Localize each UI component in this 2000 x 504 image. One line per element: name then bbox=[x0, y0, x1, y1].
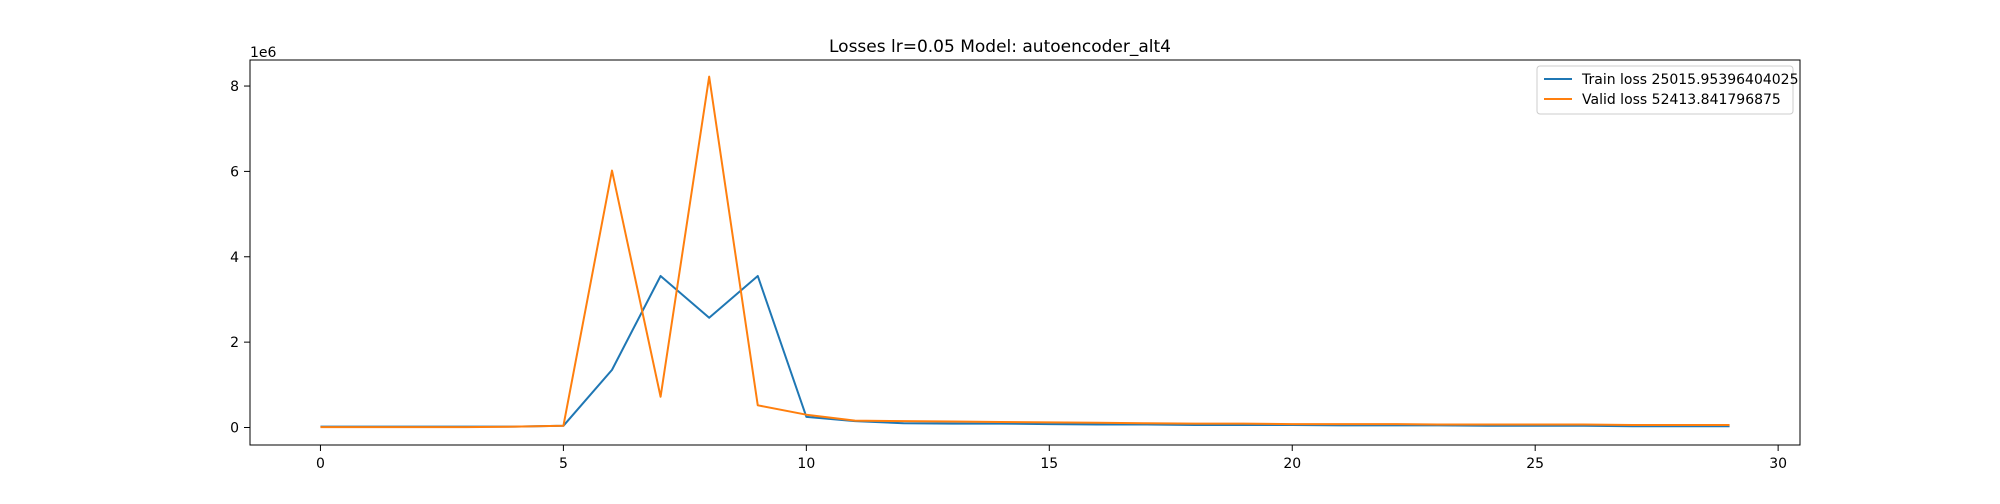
plot-area: 0 5 10 15 20 25 30 0 2 4 6 8 bbox=[230, 59, 1801, 472]
y-tick-label: 0 bbox=[230, 421, 239, 437]
y-tick-label: 8 bbox=[230, 79, 239, 95]
legend-label-valid: Valid loss 52413.841796875 bbox=[1582, 92, 1781, 108]
x-tick-label: 10 bbox=[797, 456, 815, 472]
series-line-valid bbox=[320, 75, 1730, 429]
chart-title: Losses lr=0.05 Model: autoencoder_alt4 bbox=[829, 37, 1171, 57]
y-tick-label: 2 bbox=[230, 335, 239, 351]
x-tick-label: 0 bbox=[316, 456, 325, 472]
x-tick-label: 15 bbox=[1040, 456, 1058, 472]
x-tick-label: 5 bbox=[559, 456, 568, 472]
axes-frame bbox=[249, 59, 1801, 446]
legend-label-train: Train loss 25015.95396404025 bbox=[1581, 72, 1799, 88]
legend-box bbox=[1536, 65, 1794, 115]
x-tick-label: 20 bbox=[1283, 456, 1301, 472]
x-tick-label: 25 bbox=[1526, 456, 1544, 472]
y-tick-label: 4 bbox=[230, 250, 239, 266]
y-tick-label: 6 bbox=[230, 164, 239, 180]
y-axis-offset-label: 1e6 bbox=[250, 45, 277, 61]
x-tick-label: 30 bbox=[1769, 456, 1787, 472]
legend: Train loss 25015.95396404025 Valid loss 5… bbox=[1536, 65, 1799, 115]
